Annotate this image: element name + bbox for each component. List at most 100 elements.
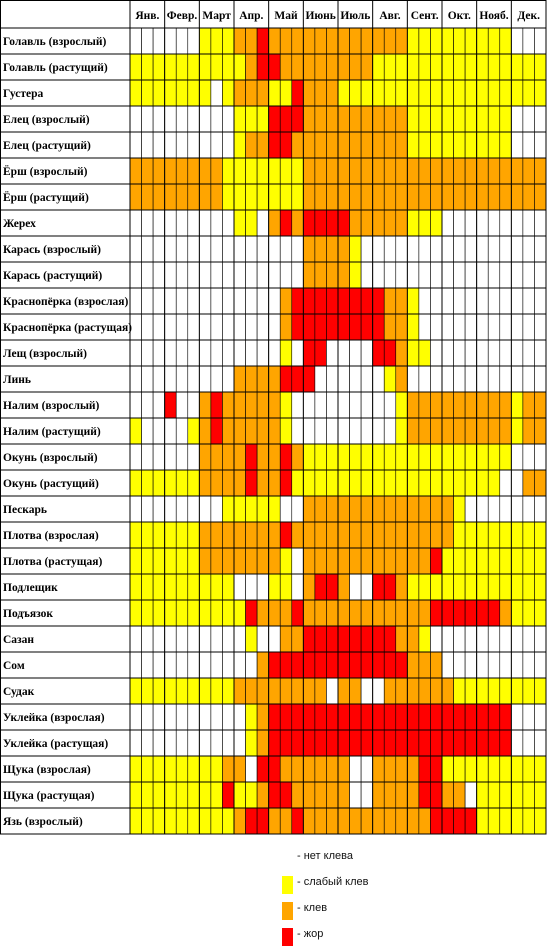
bite-cell	[395, 287, 408, 315]
bite-cell	[314, 443, 327, 471]
bite-cell	[233, 313, 246, 341]
bite-cell	[383, 469, 397, 497]
bite-cell	[256, 547, 269, 575]
bite-cell	[441, 521, 454, 549]
table-border	[0, 0, 547, 835]
bite-cell	[291, 807, 304, 835]
bite-cell	[303, 651, 316, 679]
bite-cell	[476, 391, 489, 419]
bite-cell	[372, 105, 385, 133]
bite-cell	[152, 651, 165, 679]
bite-cell	[418, 131, 431, 159]
month-label: Нояб.	[479, 10, 508, 22]
bite-cell	[268, 469, 281, 497]
bite-cell	[199, 625, 212, 653]
bite-cell	[303, 573, 316, 601]
bite-cell	[256, 391, 269, 419]
bite-cell	[279, 443, 293, 471]
bite-cell	[511, 599, 524, 627]
bite-cell	[383, 677, 397, 705]
bite-cell	[476, 547, 489, 575]
bite-cell	[534, 443, 547, 471]
bite-cell	[453, 79, 466, 107]
legend-swatch	[282, 902, 293, 920]
bite-cell	[487, 53, 501, 81]
bite-cell	[152, 27, 165, 55]
bite-cell	[476, 573, 489, 601]
bite-cell	[268, 417, 281, 445]
bite-cell	[199, 573, 212, 601]
bite-cell	[164, 261, 177, 289]
bite-cell	[314, 625, 327, 653]
bite-cell	[187, 703, 200, 731]
bite-cell	[511, 313, 524, 341]
bite-cell	[279, 391, 293, 419]
bite-cell	[522, 469, 535, 497]
bite-cell	[499, 53, 512, 81]
bite-cell	[175, 703, 189, 731]
bite-cell	[129, 729, 142, 757]
month-label: Март	[202, 10, 231, 22]
bite-cell	[453, 625, 466, 653]
bite-cell	[314, 287, 327, 315]
bite-cell	[395, 677, 408, 705]
bite-cell	[187, 755, 200, 783]
bite-cell	[453, 391, 466, 419]
species-label: Линь	[3, 374, 31, 386]
bite-cell	[164, 183, 177, 211]
bite-cell	[152, 781, 165, 809]
bite-cell	[164, 27, 177, 55]
bite-cell	[210, 651, 223, 679]
bite-cell	[187, 443, 200, 471]
bite-cell	[164, 105, 177, 133]
bite-cell	[407, 339, 420, 367]
bite-cell	[303, 495, 316, 523]
bite-cell	[511, 339, 524, 367]
bite-cell	[279, 469, 293, 497]
bite-cell	[175, 183, 189, 211]
bite-cell	[245, 573, 258, 601]
bite-cell	[222, 729, 235, 757]
bite-cell	[268, 599, 281, 627]
bite-cell	[499, 651, 512, 679]
bite-cell	[326, 131, 339, 159]
bite-cell	[372, 79, 385, 107]
bite-cell	[441, 573, 454, 601]
bite-cell	[279, 521, 293, 549]
bite-cell	[210, 261, 223, 289]
bite-cell	[233, 79, 246, 107]
bite-cell	[233, 417, 246, 445]
bite-cell	[372, 235, 385, 263]
bite-cell	[152, 183, 165, 211]
legend: - нет клева - слабый клев - клев - жор	[282, 848, 502, 952]
bite-cell	[256, 183, 269, 211]
bite-cell	[487, 781, 501, 809]
bite-cell	[303, 365, 316, 393]
bite-cell	[476, 313, 489, 341]
bite-cell	[522, 287, 535, 315]
bite-cell	[233, 651, 246, 679]
bite-cell	[164, 79, 177, 107]
bite-cell	[141, 339, 154, 367]
bite-cell	[337, 573, 350, 601]
bite-cell	[141, 703, 154, 731]
bite-cell	[279, 313, 293, 341]
bite-cell	[152, 521, 165, 549]
bite-cell	[464, 625, 477, 653]
species-label: Ёрш (взрослый)	[3, 164, 88, 178]
bite-cell	[487, 209, 501, 237]
bite-cell	[511, 365, 524, 393]
bite-cell	[464, 27, 477, 55]
bite-cell	[268, 677, 281, 705]
bite-cell	[141, 599, 154, 627]
bite-cell	[141, 235, 154, 263]
bite-cell	[291, 547, 304, 575]
bite-cell	[395, 365, 408, 393]
bite-cell	[407, 131, 420, 159]
bite-cell	[314, 599, 327, 627]
bite-cell	[534, 547, 547, 575]
bite-cell	[476, 417, 489, 445]
bite-cell	[418, 79, 431, 107]
bite-cell	[511, 443, 524, 471]
bite-cell	[245, 781, 258, 809]
